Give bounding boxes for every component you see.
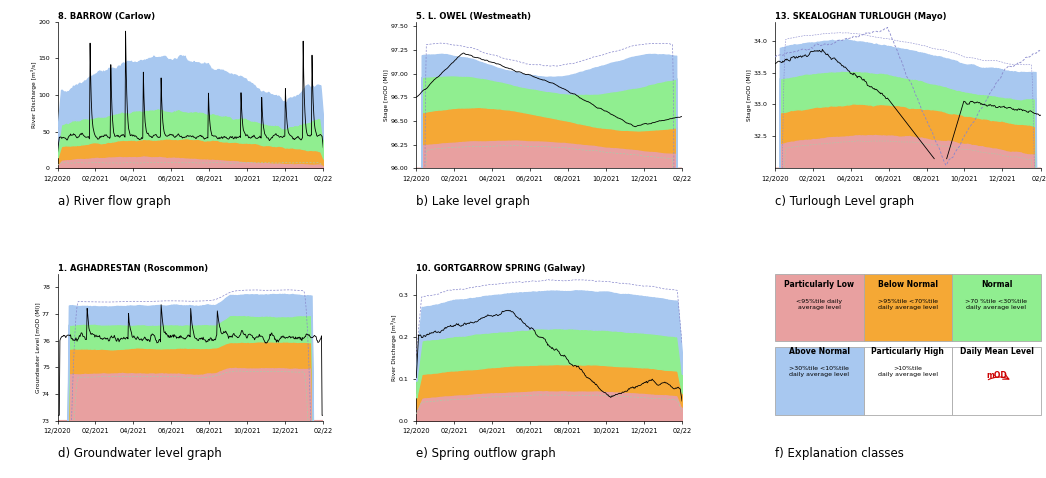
Text: mOD: mOD xyxy=(986,371,1007,380)
Text: 1. AGHADRESTAN (Roscommon): 1. AGHADRESTAN (Roscommon) xyxy=(58,264,208,273)
Text: e) Spring outflow graph: e) Spring outflow graph xyxy=(416,447,556,460)
Text: d) Groundwater level graph: d) Groundwater level graph xyxy=(58,447,222,460)
Text: <95%tile daily
average level: <95%tile daily average level xyxy=(796,299,842,310)
Y-axis label: Groundwater Level [mOD (Ml)]: Groundwater Level [mOD (Ml)] xyxy=(36,302,41,392)
FancyBboxPatch shape xyxy=(952,348,1041,415)
Text: 10. GORTGARROW SPRING (Galway): 10. GORTGARROW SPRING (Galway) xyxy=(416,264,586,273)
FancyBboxPatch shape xyxy=(952,274,1041,341)
Text: >70 %tile <30%tile
daily average level: >70 %tile <30%tile daily average level xyxy=(965,299,1027,310)
Text: Particularly Low: Particularly Low xyxy=(784,280,855,289)
Text: a) River flow graph: a) River flow graph xyxy=(58,195,170,207)
Text: Normal: Normal xyxy=(981,280,1013,289)
Text: f) Explanation classes: f) Explanation classes xyxy=(775,447,904,460)
FancyBboxPatch shape xyxy=(775,348,864,415)
Y-axis label: Stage [mOD (Ml)]: Stage [mOD (Ml)] xyxy=(747,69,752,121)
Y-axis label: Stage [mOD (Ml)]: Stage [mOD (Ml)] xyxy=(384,69,389,121)
Y-axis label: River Discharge [m³/s]: River Discharge [m³/s] xyxy=(391,314,397,380)
FancyBboxPatch shape xyxy=(864,348,952,415)
FancyBboxPatch shape xyxy=(864,274,952,341)
Text: 8. BARROW (Carlow): 8. BARROW (Carlow) xyxy=(58,12,155,21)
Text: 5. L. OWEL (Westmeath): 5. L. OWEL (Westmeath) xyxy=(416,12,531,21)
Text: >95%tile <70%tile
daily average level: >95%tile <70%tile daily average level xyxy=(878,299,938,310)
Text: 13. SKEALOGHAN TURLOUGH (Mayo): 13. SKEALOGHAN TURLOUGH (Mayo) xyxy=(775,12,947,21)
Text: >30%tile <10%tile
daily average level: >30%tile <10%tile daily average level xyxy=(790,366,849,377)
Text: Below Normal: Below Normal xyxy=(878,280,938,289)
Text: b) Lake level graph: b) Lake level graph xyxy=(416,195,530,207)
Text: >10%tile
daily average level: >10%tile daily average level xyxy=(878,366,938,377)
Text: Particularly High: Particularly High xyxy=(871,348,945,356)
Y-axis label: River Discharge [m³/s]: River Discharge [m³/s] xyxy=(30,62,37,128)
FancyBboxPatch shape xyxy=(775,274,864,341)
Text: Above Normal: Above Normal xyxy=(789,348,849,356)
Text: Daily Mean Level: Daily Mean Level xyxy=(959,348,1033,356)
Text: c) Turlough Level graph: c) Turlough Level graph xyxy=(775,195,914,207)
